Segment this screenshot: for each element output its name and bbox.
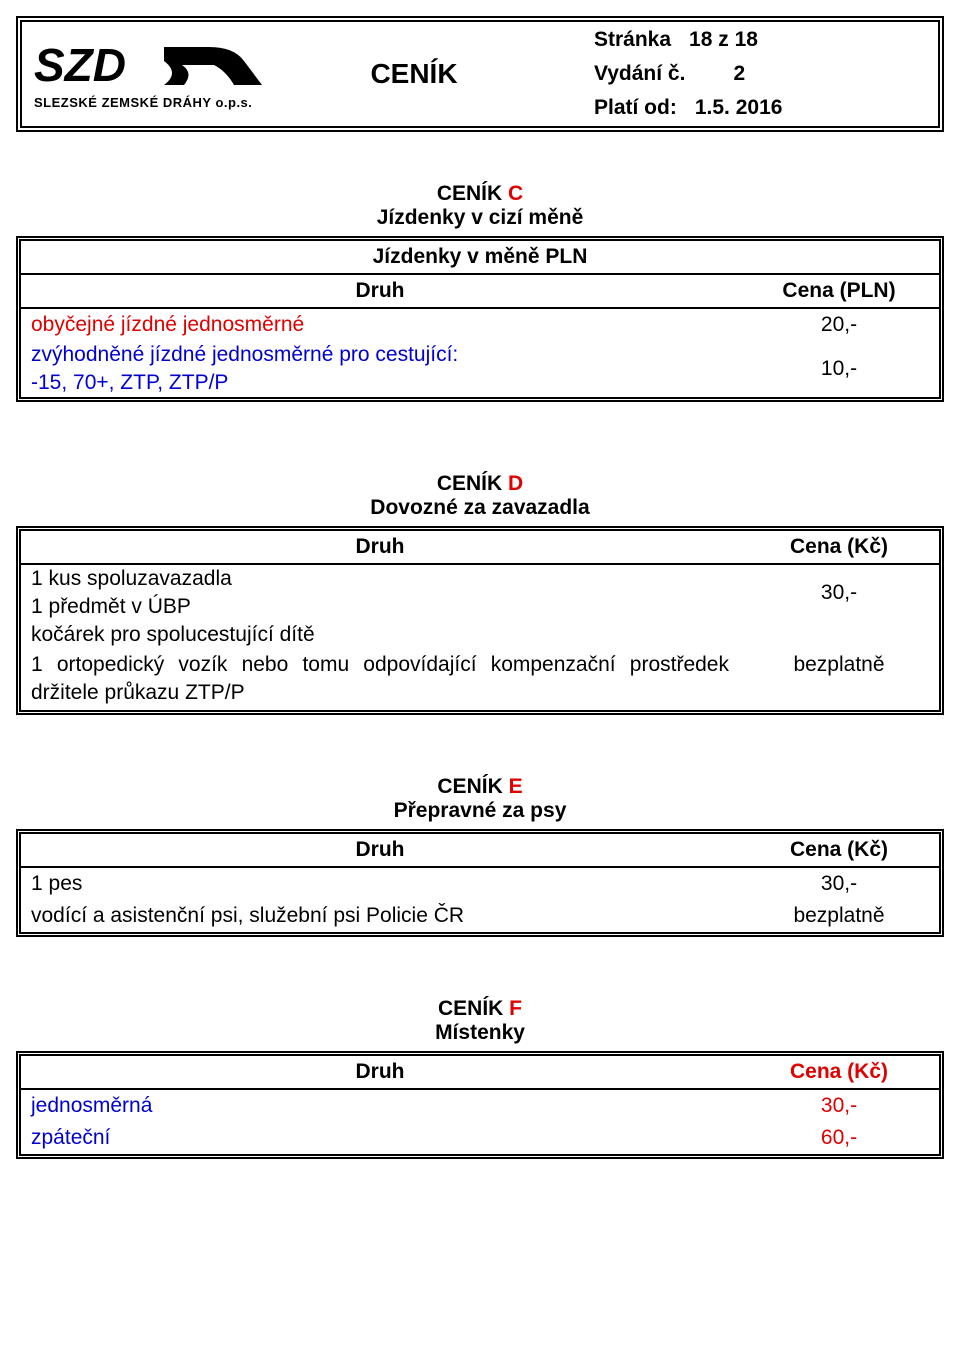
row-label: vodící a asistenční psi, služební psi Po… bbox=[21, 900, 739, 932]
valid-value: 1.5. 2016 bbox=[695, 96, 783, 120]
row-price: 30,- bbox=[739, 1090, 939, 1122]
col-price: Cena (Kč) bbox=[739, 1056, 939, 1088]
issue-indicator: Vydání č. 2 bbox=[594, 62, 745, 86]
document-header: SZD SLEZSKÉ ZEMSKÉ DRÁHY o.p.s. CENÍK St… bbox=[16, 16, 944, 132]
section-e-title: CENÍK E bbox=[16, 775, 944, 799]
document-title: CENÍK bbox=[314, 58, 514, 90]
row-label: 1 předmět v ÚBP bbox=[21, 593, 739, 621]
row-label: kočárek pro spolucestující dítě bbox=[21, 621, 739, 649]
row-price: 30,- bbox=[739, 565, 939, 621]
section-letter: C bbox=[508, 182, 523, 205]
row-label: 1 kus spoluzavazadla bbox=[21, 565, 739, 593]
row-label: zpáteční bbox=[21, 1122, 739, 1154]
row-price: bezplatně bbox=[739, 900, 939, 932]
section-prefix: CENÍK bbox=[437, 472, 508, 495]
table-c-caption: Jízdenky v měně PLN bbox=[21, 241, 939, 275]
table-e-header: Druh Cena (Kč) bbox=[21, 834, 939, 868]
table-row-group: 1 kus spoluzavazadla 1 předmět v ÚBP 30,… bbox=[21, 565, 939, 621]
section-letter: D bbox=[508, 472, 523, 495]
section-e-subtitle: Přepravné za psy bbox=[16, 799, 944, 823]
row-label: 1 ortopedický vozík nebo tomu odpovídají… bbox=[21, 649, 739, 710]
section-prefix: CENÍK bbox=[438, 997, 509, 1020]
table-row-group: kočárek pro spolucestující dítě 1 ortope… bbox=[21, 621, 939, 710]
table-d-header: Druh Cena (Kč) bbox=[21, 531, 939, 565]
table-row: 1 pes 30,- bbox=[21, 868, 939, 900]
page-label: Stránka bbox=[594, 28, 671, 52]
table-row: vodící a asistenční psi, služební psi Po… bbox=[21, 900, 939, 932]
row-label: jednosměrná bbox=[21, 1090, 739, 1122]
row-price: 30,- bbox=[739, 868, 939, 900]
page-indicator: Stránka 18 z 18 bbox=[594, 28, 758, 52]
table-c: Jízdenky v měně PLN Druh Cena (PLN) obyč… bbox=[16, 236, 944, 402]
row-price: 60,- bbox=[739, 1122, 939, 1154]
col-type: Druh bbox=[21, 275, 739, 307]
row-price: 10,- bbox=[739, 341, 939, 397]
section-f-subtitle: Místenky bbox=[16, 1021, 944, 1045]
section-letter: F bbox=[509, 997, 522, 1020]
szd-logo-icon: SZD bbox=[34, 39, 264, 99]
col-price: Cena (PLN) bbox=[739, 275, 939, 307]
col-type: Druh bbox=[21, 531, 739, 563]
issue-value: 2 bbox=[733, 62, 745, 86]
svg-text:SZD: SZD bbox=[34, 39, 126, 91]
valid-label: Platí od: bbox=[594, 96, 677, 120]
section-f-title: CENÍK F bbox=[16, 997, 944, 1021]
row-label: obyčejné jízdné jednosměrné bbox=[21, 309, 739, 341]
page-value: 18 z 18 bbox=[689, 28, 758, 52]
row-label-line2: -15, 70+, ZTP, ZTP/P bbox=[21, 369, 739, 397]
table-f-header: Druh Cena (Kč) bbox=[21, 1056, 939, 1090]
row-label-line1: zvýhodněné jízdné jednosměrné pro cestuj… bbox=[21, 341, 739, 369]
issue-label: Vydání č. bbox=[594, 62, 685, 86]
col-type: Druh bbox=[21, 1056, 739, 1088]
table-row: zpáteční 60,- bbox=[21, 1122, 939, 1154]
table-d: Druh Cena (Kč) 1 kus spoluzavazadla 1 př… bbox=[16, 526, 944, 715]
section-prefix: CENÍK bbox=[437, 775, 508, 798]
col-type: Druh bbox=[21, 834, 739, 866]
table-e: Druh Cena (Kč) 1 pes 30,- vodící a asist… bbox=[16, 829, 944, 937]
col-price: Cena (Kč) bbox=[739, 834, 939, 866]
row-price: 20,- bbox=[739, 309, 939, 341]
document-meta: Stránka 18 z 18 Vydání č. 2 Platí od: 1.… bbox=[534, 28, 926, 120]
section-d-subtitle: Dovozné za zavazadla bbox=[16, 496, 944, 520]
section-c-subtitle: Jízdenky v cizí měně bbox=[16, 206, 944, 230]
row-price: bezplatně bbox=[739, 621, 939, 710]
table-row: zvýhodněné jízdné jednosměrné pro cestuj… bbox=[21, 341, 939, 397]
row-label: 1 pes bbox=[21, 868, 739, 900]
section-letter: E bbox=[509, 775, 523, 798]
table-c-header: Druh Cena (PLN) bbox=[21, 275, 939, 309]
logo-subtitle: SLEZSKÉ ZEMSKÉ DRÁHY o.p.s. bbox=[34, 95, 252, 110]
valid-from: Platí od: 1.5. 2016 bbox=[594, 96, 782, 120]
section-prefix: CENÍK bbox=[437, 182, 508, 205]
logo: SZD SLEZSKÉ ZEMSKÉ DRÁHY o.p.s. bbox=[34, 39, 294, 110]
table-row: obyčejné jízdné jednosměrné 20,- bbox=[21, 309, 939, 341]
table-f: Druh Cena (Kč) jednosměrná 30,- zpáteční… bbox=[16, 1051, 944, 1159]
section-d-title: CENÍK D bbox=[16, 472, 944, 496]
table-row: jednosměrná 30,- bbox=[21, 1090, 939, 1122]
section-c-title: CENÍK C bbox=[16, 182, 944, 206]
col-price: Cena (Kč) bbox=[739, 531, 939, 563]
